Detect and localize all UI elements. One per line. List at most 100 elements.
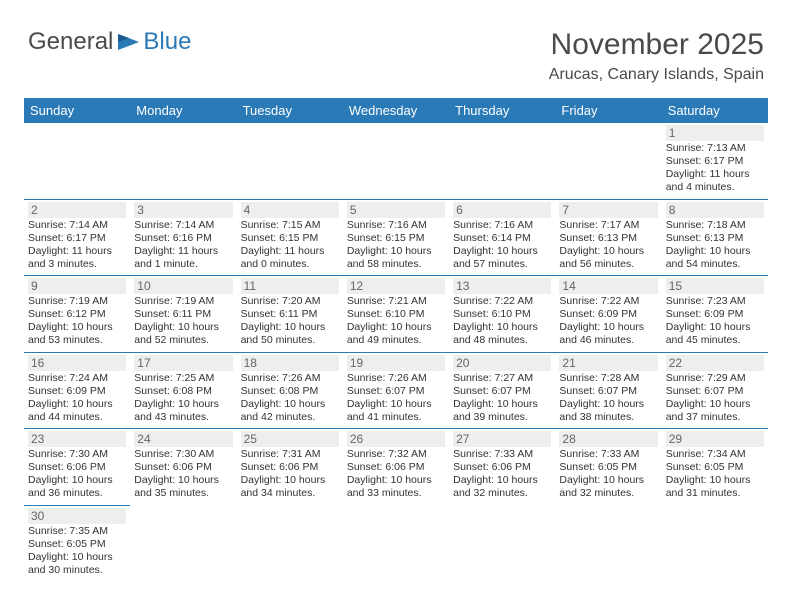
sunset-text: Sunset: 6:07 PM: [666, 385, 764, 398]
sunset-text: Sunset: 6:06 PM: [347, 461, 445, 474]
daylight-text: Daylight: 10 hours and 46 minutes.: [559, 321, 657, 347]
sunrise-text: Sunrise: 7:30 AM: [134, 448, 232, 461]
day-number: 16: [28, 355, 126, 371]
daylight-text: Daylight: 10 hours and 30 minutes.: [28, 551, 126, 577]
calendar-cell: 8Sunrise: 7:18 AMSunset: 6:13 PMDaylight…: [662, 199, 768, 276]
sunset-text: Sunset: 6:11 PM: [134, 308, 232, 321]
day-info: Sunrise: 7:19 AMSunset: 6:11 PMDaylight:…: [134, 295, 232, 348]
daylight-text: Daylight: 10 hours and 53 minutes.: [28, 321, 126, 347]
daylight-text: Daylight: 10 hours and 34 minutes.: [241, 474, 339, 500]
flag-icon: [117, 32, 141, 52]
day-info: Sunrise: 7:33 AMSunset: 6:05 PMDaylight:…: [559, 448, 657, 501]
calendar-cell: [130, 123, 236, 199]
logo-text-general: General: [28, 28, 113, 56]
daylight-text: Daylight: 10 hours and 58 minutes.: [347, 245, 445, 271]
calendar-cell: 11Sunrise: 7:20 AMSunset: 6:11 PMDayligh…: [237, 276, 343, 353]
day-number: 20: [453, 355, 551, 371]
daylight-text: Daylight: 10 hours and 32 minutes.: [453, 474, 551, 500]
calendar-cell: 10Sunrise: 7:19 AMSunset: 6:11 PMDayligh…: [130, 276, 236, 353]
title-block: November 2025 Arucas, Canary Islands, Sp…: [549, 28, 764, 84]
daylight-text: Daylight: 10 hours and 56 minutes.: [559, 245, 657, 271]
day-info: Sunrise: 7:21 AMSunset: 6:10 PMDaylight:…: [347, 295, 445, 348]
calendar-row: 23 Sunrise: 7:30 AM Sunset: 6:06 PM Dayligh…: [24, 429, 768, 506]
calendar-cell: [24, 123, 130, 199]
day-number: 2: [28, 202, 126, 218]
calendar-cell: 9Sunrise: 7:19 AMSunset: 6:12 PMDaylight…: [24, 276, 130, 353]
sunrise-text: Sunrise: 7:27 AM: [453, 372, 551, 385]
sunset-text: Sunset: 6:07 PM: [559, 385, 657, 398]
location: Arucas, Canary Islands, Spain: [549, 66, 764, 84]
calendar-cell: [343, 505, 449, 581]
sunrise-text: Sunrise: 7:14 AM: [134, 219, 232, 232]
weekday-header: Friday: [555, 98, 661, 123]
day-info: Sunrise: 7:15 AMSunset: 6:15 PMDaylight:…: [241, 219, 339, 272]
month-title: November 2025: [549, 28, 764, 62]
sunset-text: Sunset: 6:10 PM: [453, 308, 551, 321]
calendar-cell: 21Sunrise: 7:28 AMSunset: 6:07 PMDayligh…: [555, 352, 661, 429]
sunset-text: Sunset: 6:09 PM: [28, 385, 126, 398]
day-info: Sunrise: 7:16 AMSunset: 6:15 PMDaylight:…: [347, 219, 445, 272]
day-info: Sunrise: 7:14 AMSunset: 6:16 PMDaylight:…: [134, 219, 232, 272]
daylight-text: Daylight: 10 hours and 31 minutes.: [666, 474, 764, 500]
calendar-row: 9Sunrise: 7:19 AMSunset: 6:12 PMDaylight…: [24, 276, 768, 353]
calendar-cell: 20Sunrise: 7:27 AMSunset: 6:07 PMDayligh…: [449, 352, 555, 429]
calendar-cell: [449, 123, 555, 199]
sunrise-text: Sunrise: 7:26 AM: [347, 372, 445, 385]
weekday-header: Thursday: [449, 98, 555, 123]
daylight-text: Daylight: 11 hours and 0 minutes.: [241, 245, 339, 271]
sunrise-text: Sunrise: 7:20 AM: [241, 295, 339, 308]
daylight-text: Daylight: 10 hours and 44 minutes.: [28, 398, 126, 424]
day-info: Sunrise: 7:34 AMSunset: 6:05 PMDaylight:…: [666, 448, 764, 501]
sunrise-text: Sunrise: 7:24 AM: [28, 372, 126, 385]
sunset-text: Sunset: 6:12 PM: [28, 308, 126, 321]
sunrise-text: Sunrise: 7:28 AM: [559, 372, 657, 385]
day-info: Sunrise: 7:22 AMSunset: 6:09 PMDaylight:…: [559, 295, 657, 348]
sunset-text: Sunset: 6:05 PM: [559, 461, 657, 474]
calendar-cell: 24Sunrise: 7:30 AMSunset: 6:06 PMDayligh…: [130, 429, 236, 506]
daylight-text: Daylight: 10 hours and 50 minutes.: [241, 321, 339, 347]
sunset-text: Sunset: 6:11 PM: [241, 308, 339, 321]
daylight-text: Daylight: 10 hours and 42 minutes.: [241, 398, 339, 424]
calendar-cell: 7Sunrise: 7:17 AMSunset: 6:13 PMDaylight…: [555, 199, 661, 276]
header: General Blue November 2025 Arucas, Canar…: [0, 0, 792, 92]
sunrise-text: Sunrise: 7:25 AM: [134, 372, 232, 385]
day-info: Sunrise: 7:20 AMSunset: 6:11 PMDaylight:…: [241, 295, 339, 348]
calendar-row: 30Sunrise: 7:35 AMSunset: 6:05 PMDayligh…: [24, 505, 768, 581]
sunrise-text: Sunrise: 7:22 AM: [453, 295, 551, 308]
sunset-text: Sunset: 6:14 PM: [453, 232, 551, 245]
calendar-cell: 30Sunrise: 7:35 AMSunset: 6:05 PMDayligh…: [24, 505, 130, 581]
sunrise-text: Sunrise: 7:14 AM: [28, 219, 126, 232]
weekday-header: Saturday: [662, 98, 768, 123]
daylight-text: Daylight: 10 hours and 52 minutes.: [134, 321, 232, 347]
day-info: Sunrise: 7:28 AMSunset: 6:07 PMDaylight:…: [559, 372, 657, 425]
day-number: 11: [241, 278, 339, 294]
calendar-cell: 1Sunrise: 7:13 AMSunset: 6:17 PMDaylight…: [662, 123, 768, 199]
calendar-cell: 28Sunrise: 7:33 AMSunset: 6:05 PMDayligh…: [555, 429, 661, 506]
sunset-text: Sunset: 6:10 PM: [347, 308, 445, 321]
sunset-text: Sunset: 6:08 PM: [134, 385, 232, 398]
sunrise-text: Sunrise: 7:17 AM: [559, 219, 657, 232]
calendar-cell: [237, 505, 343, 581]
daylight-text: Daylight: 10 hours and 39 minutes.: [453, 398, 551, 424]
calendar-cell: 29Sunrise: 7:34 AMSunset: 6:05 PMDayligh…: [662, 429, 768, 506]
day-info: Sunrise: 7:35 AMSunset: 6:05 PMDaylight:…: [28, 525, 126, 578]
sunrise-text: Sunrise: 7:18 AM: [666, 219, 764, 232]
sunrise-text: Sunrise: 7:19 AM: [28, 295, 126, 308]
day-info: Sunrise: 7:29 AMSunset: 6:07 PMDaylight:…: [666, 372, 764, 425]
calendar-cell: 22Sunrise: 7:29 AMSunset: 6:07 PMDayligh…: [662, 352, 768, 429]
sunrise-text: Sunrise: 7:19 AM: [134, 295, 232, 308]
sunrise-text: Sunrise: 7:29 AM: [666, 372, 764, 385]
calendar-cell: 4Sunrise: 7:15 AMSunset: 6:15 PMDaylight…: [237, 199, 343, 276]
sunset-text: Sunset: 6:05 PM: [28, 538, 126, 551]
calendar-body: 1Sunrise: 7:13 AMSunset: 6:17 PMDaylight…: [24, 123, 768, 581]
day-number: 15: [666, 278, 764, 294]
sunrise-text: Sunrise: 7:33 AM: [453, 448, 551, 461]
day-info: Sunrise: 7:24 AMSunset: 6:09 PMDaylight:…: [28, 372, 126, 425]
daylight-text: Daylight: 10 hours and 45 minutes.: [666, 321, 764, 347]
day-number: 25: [241, 431, 339, 447]
day-number: 29: [666, 431, 764, 447]
calendar-cell: 12Sunrise: 7:21 AMSunset: 6:10 PMDayligh…: [343, 276, 449, 353]
day-number: 23: [28, 431, 126, 447]
calendar-row: 2Sunrise: 7:14 AMSunset: 6:17 PMDaylight…: [24, 199, 768, 276]
sunrise-text: Sunrise: 7:15 AM: [241, 219, 339, 232]
